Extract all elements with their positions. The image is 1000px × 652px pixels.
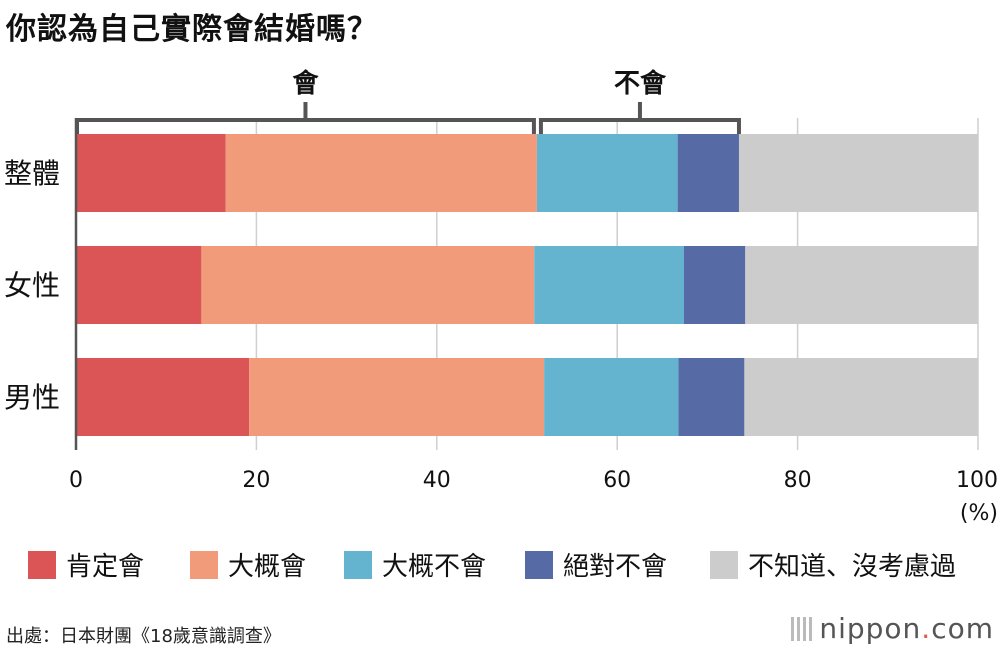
bar-segment <box>738 134 978 212</box>
bracket-label: 會 <box>292 68 319 99</box>
brand-logo: nippon.com <box>791 612 994 645</box>
legend-swatch <box>190 551 218 579</box>
legend-swatch <box>344 551 372 579</box>
bar-segment <box>544 358 679 436</box>
bar-segment <box>249 358 545 436</box>
x-tick-label: 60 <box>603 468 631 493</box>
category-label: 男性 <box>4 381 60 414</box>
x-tick-label: 20 <box>242 468 270 493</box>
x-tick-label: 0 <box>69 468 83 493</box>
legend-label: 不知道、沒考慮過 <box>748 552 956 582</box>
legend-label: 大概不會 <box>382 552 486 582</box>
bar-segment <box>745 246 978 324</box>
x-unit-label: (%) <box>960 501 998 526</box>
category-label: 女性 <box>4 269 60 302</box>
brand-dot: . <box>921 612 932 645</box>
category-label: 整體 <box>4 157 60 190</box>
legend-label: 絕對不會 <box>563 552 667 582</box>
bar-segment <box>677 134 739 212</box>
bar-segment <box>225 134 537 212</box>
bar-segment <box>201 246 535 324</box>
brand-name: nippon <box>819 612 922 645</box>
legend-swatch <box>28 551 56 579</box>
x-tick-label: 80 <box>784 468 812 493</box>
bar-segment <box>76 358 250 436</box>
bracket-label: 不會 <box>614 68 667 99</box>
bar-segment <box>76 246 202 324</box>
x-axis: 0 20 40 60 80 100 (%) <box>69 118 998 526</box>
brand-bars-icon <box>791 617 814 641</box>
bar-segment <box>683 246 746 324</box>
source-note: 出處：日本財團《18歲意識調查》 <box>6 626 281 647</box>
legend-swatch <box>525 551 553 579</box>
legend-label: 肯定會 <box>66 552 144 582</box>
bracket-line <box>538 118 741 134</box>
legend: 肯定會 大概會 大概不會 絕對不會 不知道、沒考慮過 <box>28 551 956 582</box>
legend-swatch <box>710 551 738 579</box>
bar-segment <box>536 134 678 212</box>
bar-groups <box>76 134 978 436</box>
group-brackets: 會 不會 <box>75 68 741 134</box>
bar-segment <box>76 134 226 212</box>
chart-title: 你認為自己實際會結婚嗎？ <box>6 12 378 47</box>
bar-segment <box>744 358 978 436</box>
brand-tld: com <box>931 612 994 645</box>
x-tick-label: 100 <box>956 468 998 493</box>
bracket-line <box>75 118 536 134</box>
x-tick-label: 40 <box>423 468 451 493</box>
legend-label: 大概會 <box>228 552 306 582</box>
bar-segment <box>534 246 684 324</box>
bar-segment <box>678 358 745 436</box>
